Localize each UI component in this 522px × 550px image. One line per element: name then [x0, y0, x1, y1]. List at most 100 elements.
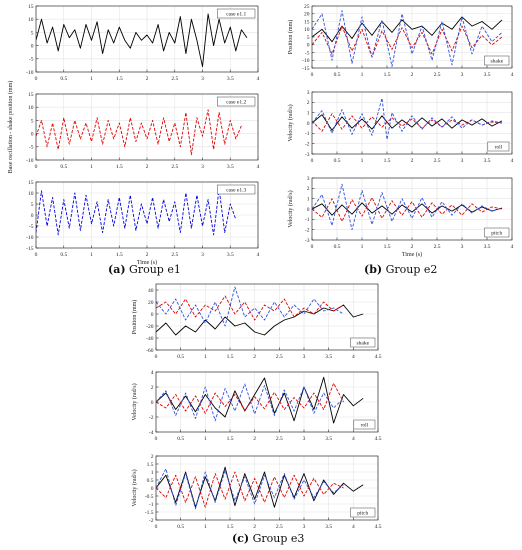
series-line-e2-3-2	[312, 183, 503, 231]
series-line-e2-2-1	[312, 113, 503, 132]
x-tick-label: 4	[511, 244, 514, 250]
x-tick-label: 1.5	[116, 164, 123, 170]
x-tick-label: 1	[204, 524, 207, 530]
x-tick-label: 3	[201, 164, 204, 170]
x-tick-label: 3	[303, 354, 306, 360]
x-tick-label: 3.5	[325, 524, 332, 530]
y-tick-label: -15	[26, 246, 34, 252]
legend-label: shake	[356, 340, 369, 346]
y-axis-label: Velocity (rad/s)	[131, 469, 138, 506]
y-axis-label: Base oscillation - shake position (mm)	[7, 81, 14, 173]
x-tick-label: 1.5	[227, 354, 234, 360]
caption-a: (a) Group e1	[108, 263, 181, 276]
x-tick-label: 2.5	[276, 436, 283, 442]
x-tick-label: 0	[311, 244, 314, 250]
x-tick-label: 3.5	[227, 164, 234, 170]
y-tick-label: 20	[304, 12, 310, 18]
panel-e2-3: 0 0.5 1 1.5 2 2.5 3 3.5 4 -3 -2 -1 0 1 2 3 pitch Time (s)…	[287, 176, 514, 258]
y-tick-label: 0	[307, 207, 310, 213]
y-tick-label: -5	[29, 57, 34, 63]
x-axis-label: Time (s)	[402, 251, 422, 258]
x-tick-label: 4.5	[375, 524, 382, 530]
x-tick-label: 3.5	[227, 252, 234, 258]
y-tick-label: -2	[305, 142, 310, 148]
y-tick-label: 15	[304, 19, 310, 25]
x-tick-label: 0.5	[60, 252, 67, 258]
y-tick-label: 0	[31, 44, 34, 50]
caption-c: (c) Group e3	[232, 532, 305, 545]
y-tick-label: -0.5	[145, 494, 154, 500]
x-tick-label: 2.5	[171, 252, 178, 258]
y-tick-label: -40	[146, 336, 154, 342]
x-tick-label: 0.5	[60, 164, 67, 170]
x-tick-label: 3	[461, 158, 464, 164]
y-tick-label: -1	[305, 131, 310, 137]
x-tick-label: 0	[35, 164, 38, 170]
x-tick-label: 2.5	[434, 158, 441, 164]
series-line-e3-3-0	[156, 466, 364, 508]
x-tick-label: 4	[352, 354, 355, 360]
caption-b: (b) Group e2	[364, 263, 438, 276]
x-tick-label: 1.5	[384, 158, 391, 164]
x-tick-label: 1.5	[384, 72, 391, 78]
y-tick-label: 40	[148, 288, 154, 294]
legend-box	[350, 507, 376, 518]
legend-label: roll	[361, 422, 369, 428]
x-tick-label: 2.5	[171, 164, 178, 170]
series-line-e3-2-1	[156, 382, 344, 414]
series-line-e2-1-2	[312, 10, 503, 67]
y-tick-label: -20	[146, 324, 154, 330]
x-tick-label: 2	[146, 164, 149, 170]
y-tick-label: 5	[31, 202, 34, 208]
y-tick-label: 15	[28, 92, 34, 98]
x-tick-label: 1.5	[384, 244, 391, 250]
y-tick-label: -60	[146, 348, 154, 354]
y-tick-label: 1	[307, 111, 310, 117]
y-tick-label: 4	[151, 370, 154, 376]
legend-label: pitch	[491, 230, 502, 236]
x-tick-label: 0.5	[334, 72, 341, 78]
x-tick-label: 2	[253, 436, 256, 442]
y-tick-label: -1	[149, 502, 154, 508]
x-tick-label: 0.5	[334, 158, 341, 164]
x-tick-label: 3.5	[325, 354, 332, 360]
x-tick-label: 4	[511, 158, 514, 164]
x-tick-label: 3	[201, 76, 204, 82]
x-tick-label: 4	[511, 72, 514, 78]
x-tick-label: 2.5	[434, 244, 441, 250]
y-tick-label: 3	[307, 90, 310, 96]
series-line-e3-2-2	[156, 383, 344, 422]
legend-label: case e1.2	[226, 99, 246, 105]
y-tick-label: 15	[28, 4, 34, 10]
legend-label: case e1.1	[226, 11, 246, 17]
x-tick-label: 1	[204, 354, 207, 360]
y-tick-label: -1.5	[145, 510, 154, 516]
series-line-e2-3-1	[312, 197, 503, 222]
y-tick-label: 5	[31, 30, 34, 36]
y-tick-label: 5	[307, 35, 310, 41]
x-tick-label: 0	[155, 354, 158, 360]
panel-e2-2: 0 0.5 1 1.5 2 2.5 3 3.5 4 -3 -2 -1 0 1 2 3 roll Velocity …	[287, 90, 514, 164]
legend-box	[217, 96, 256, 107]
legend-box	[217, 184, 256, 195]
panel-e1-2: 0 0.5 1 1.5 2 2.5 3 3.5 4 -10 -5 0 5 10 15 case e1.2	[26, 92, 259, 170]
y-tick-label: 0	[31, 132, 34, 138]
y-tick-label: -2	[149, 518, 154, 524]
panel-e3-1: 0 0.5 1 1.5 2 2.5 3 3.5 4 4.5 -60 -40 -20 0 20 40 shake P…	[131, 283, 382, 360]
y-tick-label: -3	[305, 238, 310, 244]
x-tick-label: 0	[155, 436, 158, 442]
x-tick-label: 4	[352, 524, 355, 530]
x-tick-label: 3	[303, 436, 306, 442]
y-tick-label: -10	[26, 235, 34, 241]
panel-e3-3: 0 0.5 1 1.5 2 2.5 3 3.5 4 4.5 -2 -1.5 -1 -0.5 0 0.5 1 1.5…	[131, 454, 382, 530]
x-tick-label: 1	[90, 164, 93, 170]
y-tick-label: 10	[28, 105, 34, 111]
x-tick-label: 1.5	[227, 436, 234, 442]
x-tick-label: 3.5	[484, 244, 491, 250]
x-tick-label: 2	[411, 244, 414, 250]
x-tick-label: 0.5	[177, 436, 184, 442]
y-tick-label: 0	[151, 400, 154, 406]
x-tick-label: 1.5	[116, 252, 123, 258]
x-tick-label: 0.5	[60, 76, 67, 82]
